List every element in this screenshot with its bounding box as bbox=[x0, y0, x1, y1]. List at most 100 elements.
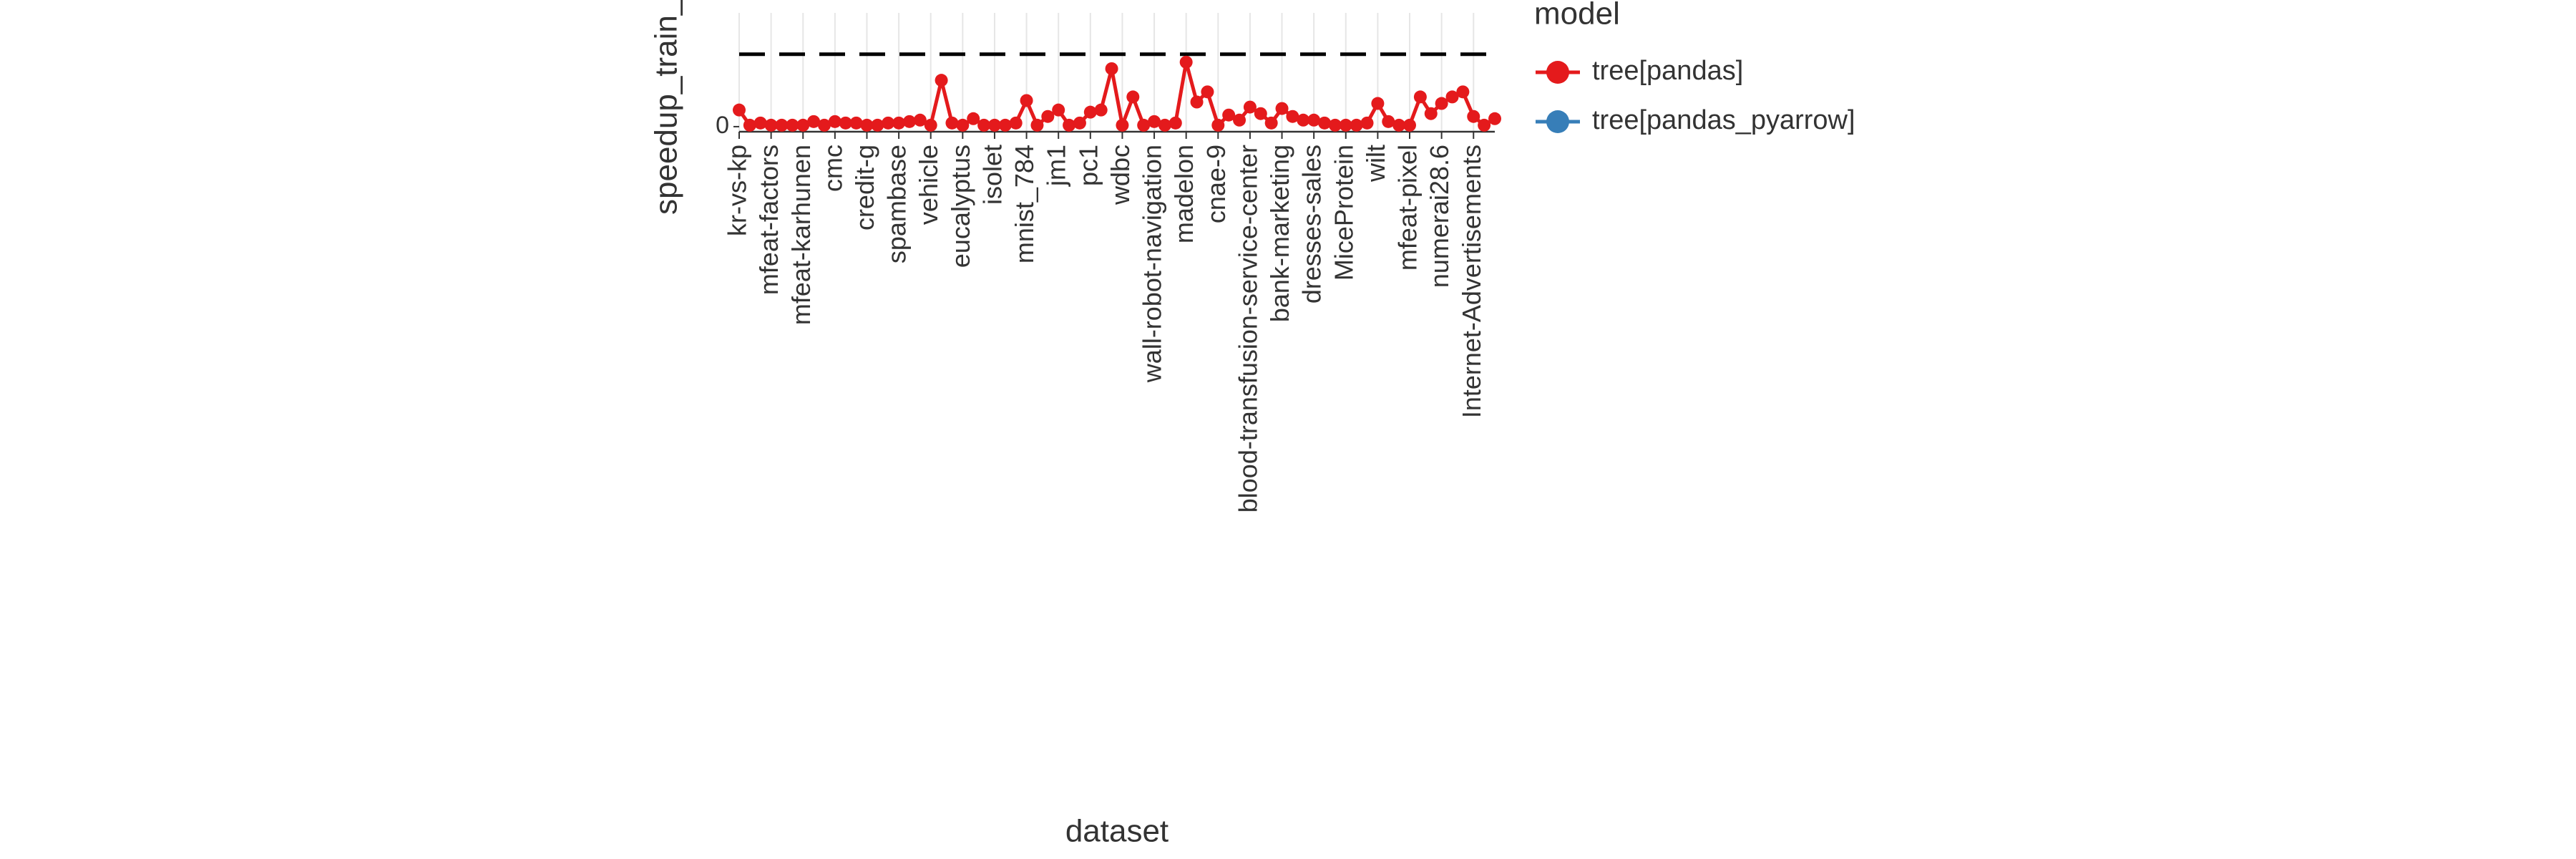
data-point bbox=[977, 118, 991, 132]
data-point bbox=[860, 118, 874, 132]
data-point bbox=[1382, 115, 1395, 128]
data-point bbox=[1020, 94, 1033, 107]
x-tick-label: kr-vs-kp bbox=[723, 145, 752, 236]
data-point bbox=[1286, 110, 1299, 123]
data-point bbox=[764, 118, 778, 132]
data-point bbox=[1009, 116, 1023, 130]
data-point bbox=[1073, 116, 1086, 130]
data-point bbox=[956, 118, 970, 132]
x-axis-title: dataset bbox=[1065, 814, 1169, 849]
data-point bbox=[1264, 116, 1278, 130]
data-point bbox=[1275, 102, 1289, 115]
data-point bbox=[1307, 113, 1321, 127]
data-point bbox=[817, 118, 831, 132]
x-tick-label: blood-transfusion-service-center bbox=[1233, 145, 1262, 513]
data-point bbox=[1424, 107, 1438, 120]
x-tick-label: dresses-sales bbox=[1297, 145, 1327, 304]
x-tick-label: wall-robot-navigation bbox=[1138, 145, 1167, 383]
x-tick-label: credit-g bbox=[850, 145, 879, 230]
x-tick-label: madelon bbox=[1169, 145, 1199, 243]
legend-label: tree[pandas_pyarrow] bbox=[1592, 105, 1855, 135]
x-tick-label: wilt bbox=[1361, 145, 1390, 183]
y-tick-label: 0 bbox=[716, 112, 729, 139]
data-point bbox=[1350, 118, 1363, 132]
data-point bbox=[1190, 95, 1204, 109]
data-point bbox=[796, 118, 810, 132]
data-point bbox=[1158, 118, 1171, 132]
data-point bbox=[998, 118, 1012, 132]
data-point bbox=[753, 116, 767, 130]
x-tick-label: bank-marketing bbox=[1265, 145, 1294, 322]
data-point bbox=[1116, 118, 1129, 132]
data-point bbox=[1233, 113, 1246, 127]
data-point bbox=[786, 118, 799, 132]
data-point bbox=[1371, 97, 1385, 110]
data-point bbox=[1392, 118, 1406, 132]
data-point bbox=[828, 115, 841, 128]
data-point bbox=[733, 103, 746, 117]
data-point bbox=[882, 116, 895, 130]
data-point bbox=[1052, 103, 1065, 117]
x-tick-label: jm1 bbox=[1042, 145, 1071, 187]
data-point bbox=[1201, 85, 1214, 99]
data-point bbox=[1083, 105, 1097, 119]
data-point bbox=[1063, 118, 1076, 132]
data-point bbox=[987, 118, 1001, 132]
data-point bbox=[1243, 100, 1257, 114]
data-point bbox=[945, 116, 959, 130]
legend-marker bbox=[1546, 110, 1569, 133]
legend-label: tree[pandas] bbox=[1592, 56, 1743, 86]
data-point bbox=[1413, 90, 1427, 104]
data-point bbox=[743, 118, 756, 132]
data-point bbox=[1254, 107, 1267, 120]
x-tick-label: isolet bbox=[977, 145, 1007, 205]
data-point bbox=[775, 118, 789, 132]
data-point bbox=[807, 115, 821, 128]
data-point bbox=[1179, 55, 1193, 69]
x-tick-label: mnist_784 bbox=[1010, 145, 1039, 263]
data-point bbox=[967, 112, 980, 125]
data-point bbox=[1445, 90, 1459, 104]
legend-marker bbox=[1546, 61, 1569, 84]
x-tick-label: eucalyptus bbox=[946, 145, 975, 268]
data-point bbox=[1318, 116, 1332, 130]
data-point bbox=[1094, 103, 1108, 117]
data-point bbox=[1297, 113, 1310, 127]
data-point bbox=[913, 113, 927, 127]
data-point bbox=[1403, 118, 1417, 132]
data-point bbox=[1328, 118, 1342, 132]
data-point bbox=[1211, 118, 1225, 132]
x-tick-label: cmc bbox=[818, 145, 847, 192]
data-point bbox=[839, 116, 852, 130]
x-tick-label: spambase bbox=[882, 145, 912, 263]
data-point bbox=[902, 115, 916, 128]
y-axis-title: speedup_train_ bbox=[649, 0, 684, 215]
data-point bbox=[1137, 118, 1151, 132]
x-tick-label: mfeat-factors bbox=[754, 145, 784, 295]
data-point bbox=[892, 116, 906, 130]
data-point bbox=[924, 118, 937, 132]
x-tick-label: mfeat-karhunen bbox=[786, 145, 816, 325]
x-tick-label: MiceProtein bbox=[1329, 145, 1358, 281]
data-point bbox=[1488, 112, 1501, 125]
data-point bbox=[1222, 108, 1236, 122]
x-tick-label: numerai28.6 bbox=[1425, 145, 1454, 288]
data-point bbox=[1435, 97, 1448, 110]
x-tick-label: Internet-Advertisements bbox=[1457, 145, 1486, 418]
data-point bbox=[1456, 85, 1470, 99]
x-tick-label: wdbc bbox=[1106, 145, 1135, 205]
data-point bbox=[1030, 118, 1044, 132]
x-tick-label: cnae-9 bbox=[1201, 145, 1231, 223]
legend-title: model bbox=[1534, 0, 1620, 31]
data-point bbox=[1105, 62, 1118, 75]
data-point bbox=[1148, 115, 1161, 128]
data-point bbox=[1169, 116, 1182, 130]
data-point bbox=[871, 118, 884, 132]
data-point bbox=[935, 74, 948, 87]
data-point bbox=[849, 116, 863, 130]
data-point bbox=[1126, 90, 1140, 104]
data-point bbox=[1041, 110, 1055, 123]
data-point bbox=[1339, 118, 1352, 132]
data-point bbox=[1360, 116, 1374, 130]
